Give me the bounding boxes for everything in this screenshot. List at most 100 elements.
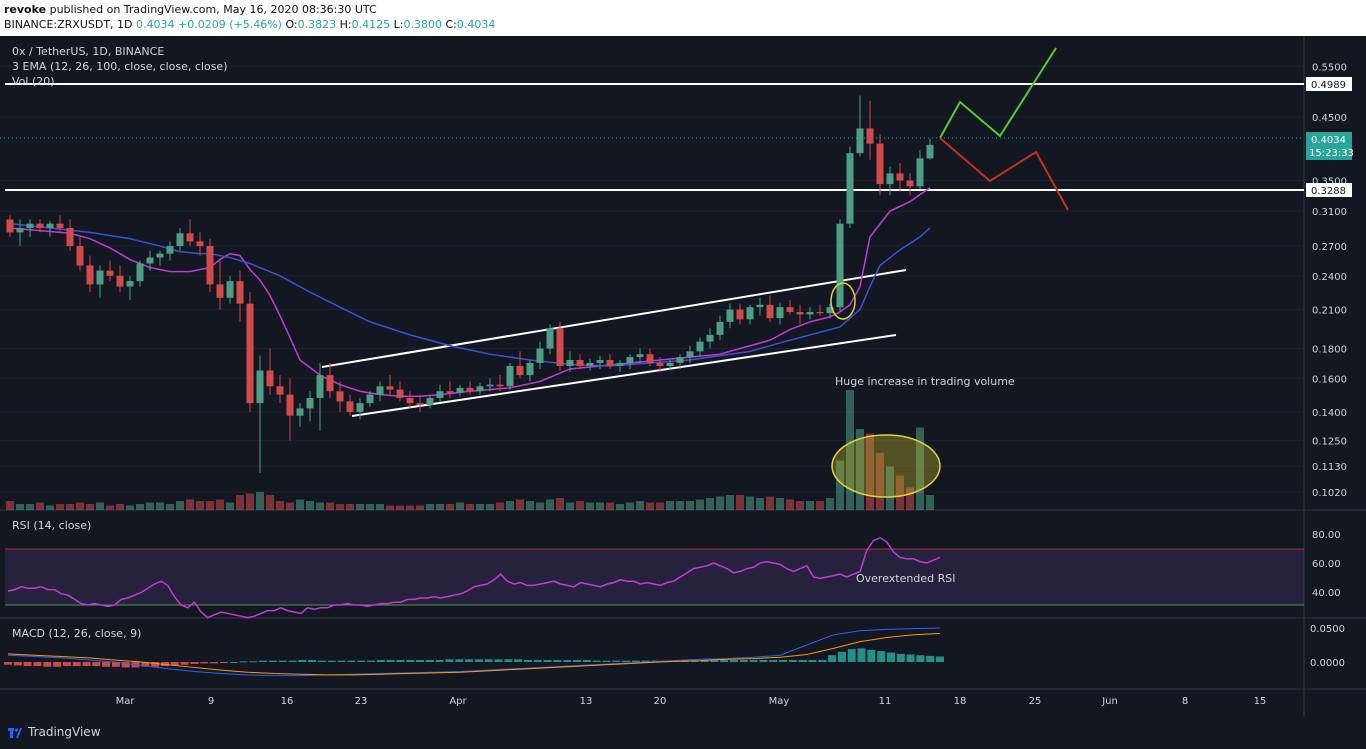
candle-body[interactable] — [836, 223, 844, 308]
candle-body[interactable] — [536, 348, 544, 363]
author-name[interactable]: revoke — [4, 3, 47, 16]
rsi-legend[interactable]: RSI (14, close) — [12, 519, 91, 532]
candle-body[interactable] — [256, 370, 264, 404]
candle-body[interactable] — [306, 397, 314, 409]
candle-body[interactable] — [6, 219, 14, 233]
candle-body[interactable] — [886, 173, 894, 185]
candle-body[interactable] — [826, 307, 834, 314]
tradingview-brand[interactable]: TradingView — [28, 725, 101, 739]
candle-body[interactable] — [866, 128, 874, 144]
candle-body[interactable] — [666, 362, 674, 366]
candle-body[interactable] — [436, 391, 444, 398]
candle-body[interactable] — [416, 403, 424, 405]
candle-body[interactable] — [136, 263, 144, 282]
candle-body[interactable] — [916, 158, 924, 187]
candle-body[interactable] — [286, 394, 294, 416]
candle-body[interactable] — [336, 391, 344, 402]
candle-body[interactable] — [86, 265, 94, 285]
time-axis[interactable]: Mar 9 16 23 Apr 13 20 May 11 18 25 Jun 8 15 — [116, 696, 1267, 707]
candle-body[interactable] — [346, 401, 354, 413]
candle-body[interactable] — [146, 257, 154, 264]
candle-body[interactable] — [396, 389, 404, 398]
candle-body[interactable] — [556, 328, 564, 366]
candle-body[interactable] — [656, 362, 664, 366]
candle-body[interactable] — [606, 360, 614, 366]
channel-lower-line[interactable] — [351, 334, 897, 417]
candle-body[interactable] — [776, 307, 784, 319]
candle-body[interactable] — [56, 223, 64, 229]
candle-body[interactable] — [186, 233, 194, 242]
candle-body[interactable] — [806, 311, 814, 315]
candle-body[interactable] — [566, 360, 574, 366]
macd-legend[interactable]: MACD (12, 26, close, 9) — [12, 627, 141, 640]
candle-body[interactable] — [726, 309, 734, 322]
candle-body[interactable] — [236, 281, 244, 304]
candle-body[interactable] — [366, 394, 374, 404]
candle-body[interactable] — [636, 354, 644, 358]
candle-body[interactable] — [696, 341, 704, 352]
candle-body[interactable] — [736, 309, 744, 320]
candle-body[interactable] — [126, 281, 134, 287]
candle-body[interactable] — [76, 246, 84, 266]
candle-body[interactable] — [876, 143, 884, 185]
candle-body[interactable] — [676, 357, 684, 363]
candle-body[interactable] — [516, 365, 524, 376]
candle-body[interactable] — [296, 408, 304, 416]
candle-body[interactable] — [16, 228, 24, 233]
symbol-legend[interactable]: 0x / TetherUS, 1D, BINANCE — [12, 45, 164, 58]
candle-body[interactable] — [506, 365, 514, 387]
candle-body[interactable] — [386, 386, 394, 390]
bearish-projection-path[interactable] — [939, 137, 1069, 211]
candle-body[interactable] — [66, 228, 74, 247]
candle-body[interactable] — [486, 384, 494, 387]
candle-body[interactable] — [276, 386, 284, 395]
candle-body[interactable] — [766, 304, 774, 319]
candle-body[interactable] — [526, 362, 534, 376]
candle-body[interactable] — [176, 233, 184, 247]
candle-body[interactable] — [626, 357, 634, 363]
candle-body[interactable] — [36, 223, 44, 229]
candle-body[interactable] — [716, 321, 724, 335]
candle-body[interactable] — [216, 284, 224, 298]
candle-body[interactable] — [406, 397, 414, 404]
candle-body[interactable] — [156, 253, 164, 258]
candle-body[interactable] — [686, 351, 694, 358]
candle-body[interactable] — [796, 311, 804, 315]
ema-legend[interactable]: 3 EMA (12, 26, 100, close, close, close) — [12, 60, 228, 73]
candle-body[interactable] — [316, 375, 324, 398]
candle-body[interactable] — [196, 241, 204, 247]
candle-body[interactable] — [96, 270, 104, 285]
price-axis[interactable]: 0.5500 0.4500 0.3500 0.3100 0.2700 0.2400 0.21… — [1312, 62, 1347, 499]
candle-body[interactable] — [26, 223, 34, 229]
candle-body[interactable] — [246, 303, 254, 404]
candle-body[interactable] — [896, 173, 904, 181]
candle-body[interactable] — [456, 387, 464, 393]
candle-body[interactable] — [166, 246, 174, 254]
candle-body[interactable] — [746, 307, 754, 320]
candle-body[interactable] — [646, 354, 654, 363]
chart-canvas[interactable]: Huge increase in trading volume Overexte… — [0, 36, 1366, 716]
candle-body[interactable] — [706, 334, 714, 342]
candle-body[interactable] — [786, 307, 794, 312]
candle-body[interactable] — [266, 370, 274, 387]
candle-body[interactable] — [926, 144, 934, 159]
candle-body[interactable] — [816, 311, 824, 314]
candle-body[interactable] — [846, 153, 854, 224]
candle-body[interactable] — [446, 391, 454, 393]
candle-body[interactable] — [226, 281, 234, 298]
candle-body[interactable] — [356, 403, 364, 413]
channel-upper-line[interactable] — [321, 269, 907, 368]
candle-body[interactable] — [856, 128, 864, 154]
candle-body[interactable] — [376, 386, 384, 395]
candle-body[interactable] — [496, 384, 504, 387]
candle-body[interactable] — [46, 223, 54, 229]
candle-body[interactable] — [106, 270, 114, 276]
candle-body[interactable] — [476, 386, 484, 392]
candle-body[interactable] — [906, 180, 914, 187]
candle-body[interactable] — [116, 275, 124, 287]
candle-body[interactable] — [546, 328, 554, 349]
candle-body[interactable] — [326, 375, 334, 392]
candle-body[interactable] — [576, 360, 584, 366]
candle-body[interactable] — [466, 387, 474, 392]
candle-body[interactable] — [586, 362, 594, 366]
